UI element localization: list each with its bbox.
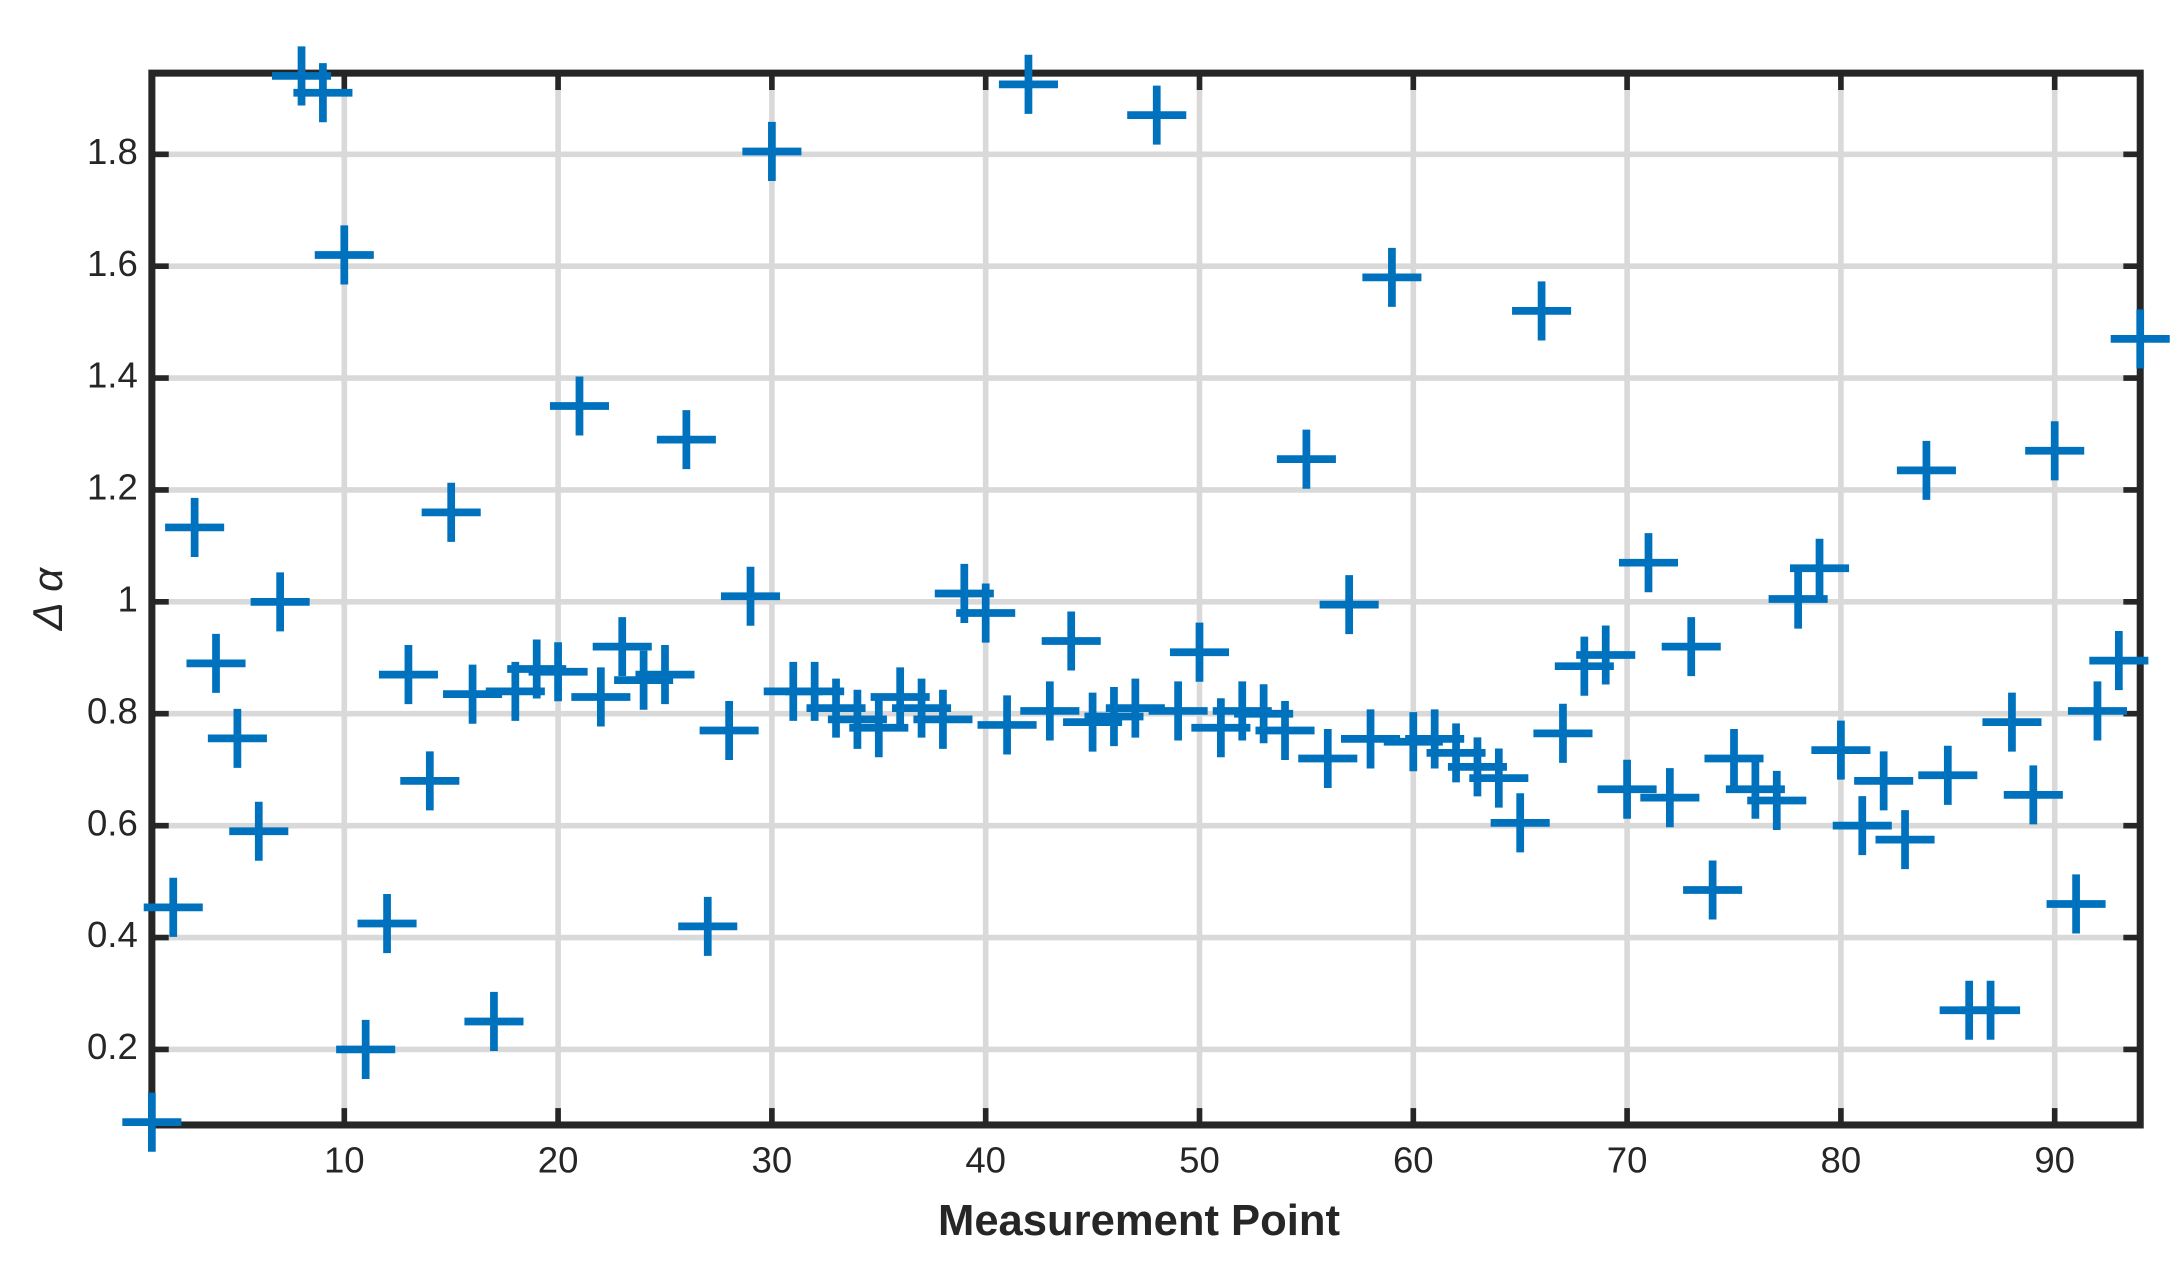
x-tick-label: 20: [538, 1140, 579, 1181]
marker: [2003, 765, 2063, 825]
marker: [2089, 631, 2149, 691]
marker: [293, 63, 353, 123]
marker: [464, 991, 524, 1051]
marker: [1533, 703, 1593, 763]
marker: [1768, 569, 1828, 629]
x-tick-label: 40: [965, 1140, 1006, 1181]
marker: [635, 645, 695, 705]
marker: [1875, 810, 1935, 870]
x-tick-label: 80: [1821, 1140, 1862, 1181]
x-tick-label: 90: [2034, 1140, 2075, 1181]
marker: [378, 645, 438, 705]
y-tick-label: 0.4: [87, 914, 138, 955]
marker: [977, 695, 1037, 755]
marker: [720, 566, 781, 626]
marker: [998, 54, 1058, 114]
x-tick-label: 30: [752, 1140, 793, 1181]
marker: [1469, 748, 1529, 808]
marker: [1789, 538, 1850, 598]
marker: [122, 1092, 182, 1152]
marker: [314, 225, 374, 285]
marker: [2025, 421, 2085, 481]
marker: [250, 572, 310, 632]
marker: [1661, 617, 1721, 677]
marker: [336, 1019, 396, 1079]
marker: [592, 617, 652, 677]
x-tick-label: 10: [324, 1140, 365, 1181]
y-tick-label: 0.8: [87, 690, 138, 731]
marker: [549, 376, 610, 436]
marker: [207, 708, 267, 768]
marker: [1811, 720, 1871, 780]
marker: [1020, 681, 1080, 741]
marker: [421, 482, 481, 542]
marker: [1512, 281, 1572, 341]
marker: [1896, 440, 1956, 500]
marker: [1041, 611, 1101, 671]
marker: [1918, 745, 1978, 805]
marker: [1832, 796, 1892, 856]
plot-frame: [148, 69, 2144, 1129]
marker: [1127, 85, 1187, 145]
marker: [357, 894, 417, 954]
marker: [143, 877, 203, 937]
marker: [1854, 751, 1914, 811]
x-tick-label: 70: [1607, 1140, 1648, 1181]
x-tick-label: 50: [1179, 1140, 1220, 1181]
marker: [571, 667, 631, 727]
marker: [186, 633, 246, 693]
marker: [1298, 728, 1358, 789]
y-tick-label: 0.2: [87, 1026, 138, 1067]
marker: [1683, 860, 1743, 920]
marker: [528, 642, 588, 702]
y-tick-label: 1.4: [87, 355, 138, 396]
marker: [1169, 622, 1230, 682]
marker: [742, 121, 802, 181]
marker: [1255, 700, 1315, 761]
y-axis-label: Δ α: [24, 566, 71, 631]
marker: [1319, 575, 1379, 635]
y-tick-label: 1: [117, 579, 137, 620]
y-tick-label: 1.8: [87, 131, 138, 172]
y-tick-label: 0.6: [87, 802, 138, 843]
marker: [1982, 692, 2042, 752]
marker: [1961, 980, 2021, 1040]
marker: [678, 896, 738, 956]
marker: [400, 751, 460, 811]
marker: [229, 801, 289, 861]
marker: [1576, 625, 1636, 685]
marker: [656, 410, 716, 470]
marker: [1640, 768, 1700, 828]
marker: [1618, 533, 1679, 593]
marker: [2067, 681, 2127, 741]
marker: [2046, 874, 2106, 934]
marker: [699, 700, 759, 761]
x-axis-label: Measurement Point: [938, 1197, 1340, 1245]
marker: [1747, 770, 1807, 830]
marker: [1276, 429, 1336, 489]
marker: [1704, 728, 1764, 789]
x-tick-label: 60: [1393, 1140, 1434, 1181]
marker: [956, 583, 1016, 643]
marker: [1597, 759, 1657, 819]
marker: [165, 497, 225, 557]
marker: [1362, 247, 1422, 307]
marker: [2110, 309, 2170, 369]
marker: [1148, 681, 1208, 741]
marker: [849, 698, 909, 758]
y-tick-label: 1.2: [87, 467, 138, 508]
marker: [913, 689, 973, 749]
y-tick-label: 1.6: [87, 243, 138, 284]
marker: [1490, 793, 1550, 853]
